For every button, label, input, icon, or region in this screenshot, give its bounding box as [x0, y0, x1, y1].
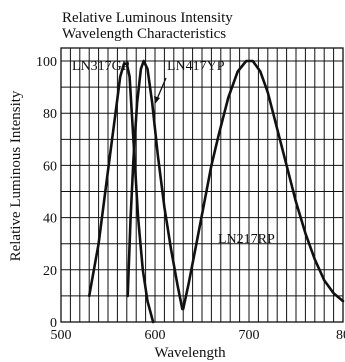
- chart-title-line-1: Relative Luminous Intensity: [62, 10, 233, 26]
- y-tick-label: 80: [43, 107, 57, 122]
- ln417yp-pointer-arrow: [156, 77, 167, 100]
- series-label-ln417yp: LN417YP: [167, 59, 225, 74]
- y-axis-label: Relative Luminous Intensity: [8, 90, 24, 261]
- chart-grid: [61, 48, 343, 322]
- ln417yp-arrowhead: [154, 96, 160, 104]
- y-tick-label: 20: [43, 264, 57, 279]
- chart-title-line-2: Wavelength Characteristics: [62, 26, 226, 42]
- series-line-ln317gp: [87, 62, 155, 324]
- series-label-ln317gp: LN317GP: [72, 59, 130, 74]
- x-tick-label: 80: [336, 328, 345, 343]
- series-line-ln217rp: [181, 59, 345, 311]
- x-tick-label: 500: [51, 328, 72, 343]
- x-axis-label: Wavelength: [154, 345, 226, 361]
- series-lines: [87, 59, 345, 324]
- series-line-ln417yp: [126, 59, 184, 311]
- plot-frame: [60, 47, 344, 323]
- x-tick-label: 600: [145, 328, 166, 343]
- axis-ticks: 50060070080020406080100: [36, 55, 345, 343]
- y-tick-label: 0: [50, 316, 57, 331]
- series-label-ln217rp: LN217RP: [218, 232, 275, 247]
- y-tick-label: 60: [43, 159, 57, 174]
- y-tick-label: 100: [36, 55, 57, 70]
- x-tick-label: 700: [239, 328, 260, 343]
- y-tick-label: 40: [43, 212, 57, 227]
